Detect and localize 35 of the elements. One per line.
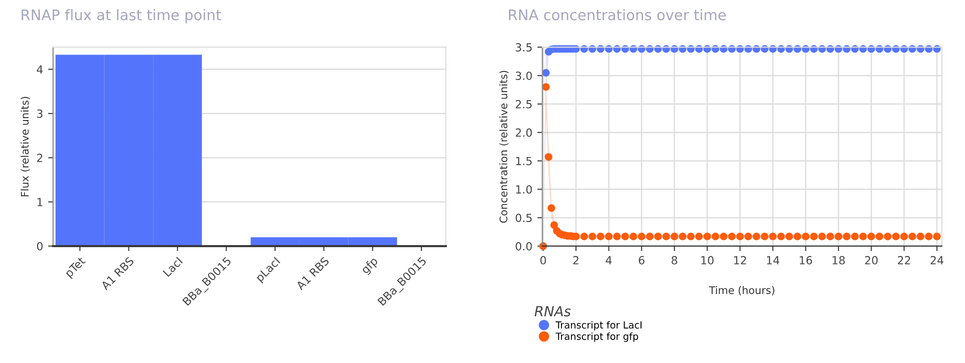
y-tick-label: 1.0 bbox=[516, 185, 532, 194]
y-tick-label: 3.0 bbox=[516, 72, 532, 80]
chart-title: RNA concentrations over time bbox=[509, 9, 726, 20]
legend-title: RNAs bbox=[534, 306, 571, 316]
y-tick-label: 2 bbox=[37, 154, 42, 162]
y-tick-label: 0 bbox=[37, 242, 43, 250]
y-tick-label: 4 bbox=[36, 65, 43, 74]
y-tick-label: 0.5 bbox=[516, 214, 532, 222]
x-tick-label: 6 bbox=[638, 256, 644, 264]
x-tick-label: 20 bbox=[865, 256, 878, 264]
y-axis-title: Flux (relative units) bbox=[20, 96, 30, 196]
x-tick-label: 18 bbox=[832, 256, 845, 264]
x-tick-label: gfp bbox=[360, 256, 380, 276]
y-tick-label: 3.5 bbox=[516, 43, 532, 52]
legend-label: Transcript for LacI bbox=[556, 321, 642, 330]
x-tick-label: 22 bbox=[898, 256, 910, 264]
x-tick-label: 2 bbox=[573, 256, 578, 264]
y-tick-label: 1.5 bbox=[516, 156, 532, 166]
x-tick-label: 8 bbox=[672, 256, 678, 264]
x-axis-title: Time (hours) bbox=[708, 286, 774, 296]
x-tick-label: 16 bbox=[800, 256, 812, 264]
x-tick-label: 14 bbox=[767, 256, 780, 264]
y-tick-label: 3 bbox=[37, 109, 42, 118]
x-tick-label: 0 bbox=[540, 256, 546, 264]
x-tick-label: 24 bbox=[930, 256, 944, 264]
y-tick-label: 1 bbox=[38, 198, 42, 206]
y-tick-label: 0.0 bbox=[516, 242, 532, 250]
chart-title: RNAP flux at last time point bbox=[22, 9, 222, 24]
y-tick-label: 2.5 bbox=[516, 100, 532, 108]
x-tick-label: 4 bbox=[606, 256, 612, 264]
legend-label: Transcript for gfp bbox=[556, 332, 638, 342]
y-axis-title: Concentration (relative units) bbox=[499, 70, 509, 223]
x-tick-label: 10 bbox=[701, 256, 714, 264]
x-tick-label: 12 bbox=[734, 256, 746, 264]
y-tick-label: 2.0 bbox=[516, 128, 532, 137]
